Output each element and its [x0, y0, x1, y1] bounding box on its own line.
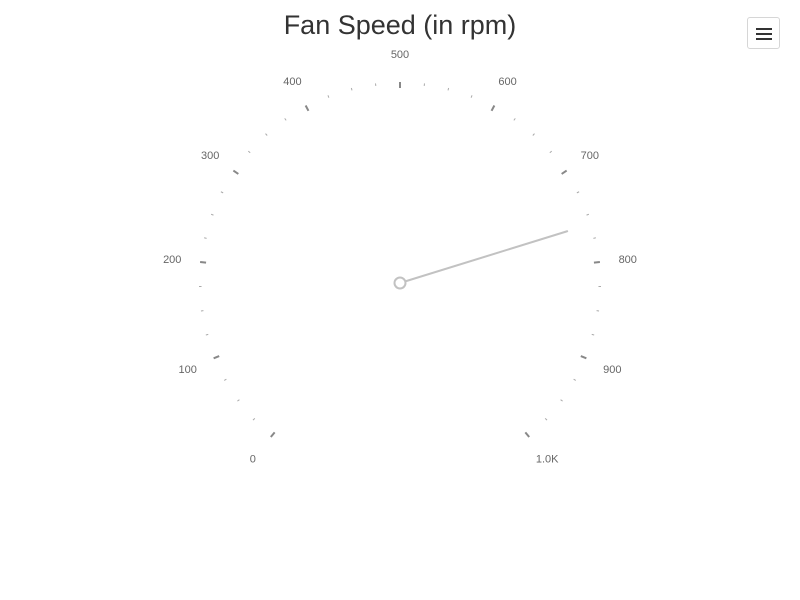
gauge-needle-group	[393, 230, 569, 290]
gauge-tick-label: 600	[498, 76, 516, 88]
gauge-tick-label: 200	[163, 254, 181, 266]
gauge-minor-tick	[586, 213, 590, 216]
gauge-tick-label: 400	[283, 76, 301, 88]
chart-context-menu-button[interactable]	[747, 17, 780, 49]
gauge-pivot	[393, 276, 407, 290]
gauge-minor-tick	[573, 378, 577, 381]
gauge-tick-label: 100	[178, 364, 196, 376]
gauge-minor-tick	[247, 150, 251, 154]
gauge-major-tick	[304, 105, 310, 112]
gauge-major-tick	[580, 355, 587, 360]
gauge-minor-tick	[284, 118, 287, 121]
gauge-major-tick	[490, 105, 496, 112]
gauge-tick-label: 700	[581, 150, 599, 162]
gauge-minor-tick	[576, 191, 580, 194]
gauge-minor-tick	[593, 237, 596, 239]
gauge-major-tick	[593, 260, 601, 264]
gauge-tick-label: 300	[201, 150, 219, 162]
gauge-major-tick	[524, 431, 530, 438]
gauge-minor-tick	[447, 87, 450, 91]
gauge-minor-tick	[327, 95, 330, 98]
gauge-major-tick	[232, 169, 239, 175]
gauge-minor-tick	[591, 333, 595, 336]
gauge-minor-tick	[265, 133, 268, 136]
gauge-minor-tick	[532, 133, 535, 136]
gauge-major-tick	[561, 169, 568, 175]
gauge-major-tick	[270, 431, 276, 438]
gauge-minor-tick	[544, 418, 548, 421]
gauge-tick-label: 900	[603, 364, 621, 376]
gauge-tick-label: 800	[619, 254, 637, 266]
gauge-minor-tick	[252, 418, 256, 421]
gauge-minor-tick	[223, 378, 227, 381]
gauge-minor-tick	[560, 399, 563, 402]
gauge-ticks	[199, 82, 601, 438]
gauge-major-tick	[199, 260, 207, 264]
gauge-minor-tick	[210, 213, 214, 216]
gauge-tick-label: 500	[391, 49, 409, 61]
gauge-minor-tick	[204, 237, 207, 239]
gauge-tick-label: 0	[250, 453, 256, 465]
gauge-tick-label: 1.0K	[536, 453, 559, 465]
gauge-tick-labels: 0 100 200 300 400 500 600 700 800 900 1.0K	[163, 49, 637, 465]
gauge-minor-tick	[350, 87, 353, 91]
gauge-minor-tick	[549, 150, 553, 154]
gauge-major-tick	[213, 355, 220, 360]
gauge-minor-tick	[205, 333, 209, 336]
gauge-minor-tick	[470, 95, 473, 98]
gauge-minor-tick	[237, 399, 240, 402]
gauge-minor-tick	[513, 118, 516, 121]
gauge-needle	[399, 230, 569, 284]
chart-title: Fan Speed (in rpm)	[283, 10, 517, 40]
gauge-minor-tick	[220, 191, 224, 194]
